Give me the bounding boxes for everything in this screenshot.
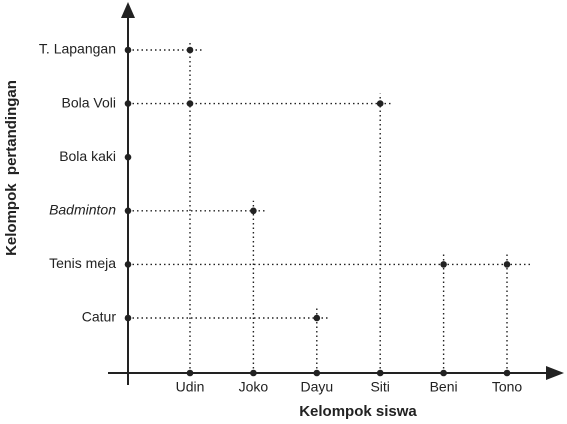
sport-label: T. Lapangan	[39, 41, 116, 57]
sport-label: Bola Voli	[62, 94, 116, 110]
sport-label: Tenis meja	[49, 255, 116, 271]
student-label: Beni	[430, 379, 458, 395]
pair-dot	[503, 261, 511, 268]
student-label: Joko	[239, 379, 269, 395]
sport-label: Catur	[82, 309, 117, 325]
pair-dot	[376, 100, 384, 107]
student-label: Siti	[370, 379, 389, 395]
axis-dot	[124, 207, 132, 215]
x-axis-arrow	[546, 366, 564, 380]
pair-dot	[186, 100, 194, 107]
student-label: Tono	[492, 379, 523, 395]
axis-dot	[250, 369, 257, 377]
axis-dot	[124, 46, 132, 54]
y-axis-arrow	[121, 2, 135, 18]
axis-dot	[503, 369, 511, 377]
x-axis-title: Kelompok siswa	[299, 403, 417, 420]
sport-label: Badminton	[49, 202, 116, 218]
axis-dot	[124, 153, 132, 161]
axis-dot	[124, 314, 132, 322]
axis-dot	[440, 369, 447, 377]
pair-dot	[186, 46, 194, 54]
student-label: Dayu	[300, 379, 333, 395]
pair-dot	[250, 207, 257, 215]
axis-dot	[186, 369, 194, 377]
axis-dot	[376, 369, 384, 377]
sport-label: Bola kaki	[59, 148, 116, 164]
pair-dot	[313, 314, 321, 322]
y-axis-title: Kelompok pertandingan	[3, 80, 20, 256]
axis-dot	[313, 369, 321, 377]
axis-dot	[124, 100, 132, 107]
pair-dot	[440, 261, 447, 268]
student-label: Udin	[176, 379, 205, 395]
axis-dot	[124, 261, 132, 268]
